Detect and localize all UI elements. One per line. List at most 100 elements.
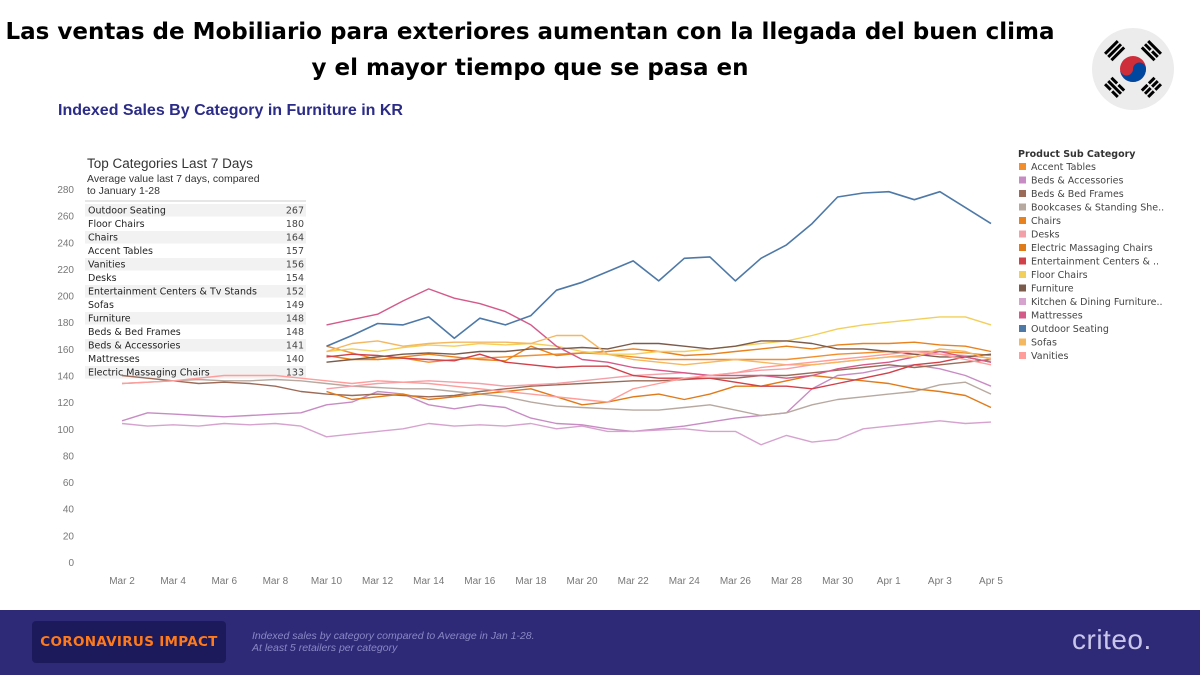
inset-row-label: Chairs xyxy=(88,233,118,244)
legend-swatch xyxy=(1019,298,1026,305)
inset-row-label: Accent Tables xyxy=(88,246,153,257)
inset-note-line: to January 1-28 xyxy=(87,185,160,197)
south-korea-flag-icon xyxy=(1092,28,1174,110)
headline: Las ventas de Mobiliario para exteriores… xyxy=(0,14,1060,86)
x-tick-label: Mar 18 xyxy=(515,576,547,587)
y-tick-label: 200 xyxy=(57,292,74,303)
inset-row-label: Floor Chairs xyxy=(88,219,145,230)
y-tick-label: 260 xyxy=(57,212,74,223)
x-tick-label: Apr 3 xyxy=(928,576,952,587)
inset-row-value: 267 xyxy=(286,206,304,217)
inset-row-bg xyxy=(85,244,306,257)
series-line xyxy=(326,340,992,363)
inset-row-bg xyxy=(85,231,306,244)
series-line xyxy=(326,316,992,355)
footer: CORONAVIRUS IMPACT Indexed sales by cate… xyxy=(0,610,1200,675)
y-tick-label: 40 xyxy=(63,505,75,516)
x-tick-label: Mar 14 xyxy=(413,576,445,587)
footer-note: Indexed sales by category compared to Av… xyxy=(252,630,535,654)
legend-swatch xyxy=(1019,352,1026,359)
y-tick-label: 60 xyxy=(63,478,75,489)
y-tick-label: 160 xyxy=(57,345,74,356)
series-line xyxy=(121,358,992,398)
legend-label: Vanities xyxy=(1031,351,1068,362)
inset-row-bg xyxy=(85,217,306,230)
legend-swatch xyxy=(1019,217,1026,224)
x-tick-label: Mar 28 xyxy=(771,576,803,587)
inset-row-value: 148 xyxy=(286,314,304,325)
inset-row-label: Furniture xyxy=(88,314,131,325)
legend-swatch xyxy=(1019,190,1026,197)
y-tick-label: 220 xyxy=(57,265,74,276)
legend-label: Desks xyxy=(1031,230,1060,241)
x-tick-label: Mar 24 xyxy=(669,576,701,587)
x-tick-label: Mar 12 xyxy=(362,576,394,587)
x-tick-label: Mar 20 xyxy=(566,576,598,587)
y-tick-label: 100 xyxy=(57,425,74,436)
inset-row-label: Beds & Accessories xyxy=(88,341,181,352)
y-tick-label: 0 xyxy=(68,558,74,569)
x-tick-label: Mar 6 xyxy=(211,576,237,587)
legend-swatch xyxy=(1019,244,1026,251)
x-tick-label: Mar 10 xyxy=(311,576,343,587)
inset-row-value: 180 xyxy=(286,219,304,230)
legend-label: Chairs xyxy=(1031,216,1061,227)
inset-row-value: 141 xyxy=(286,341,304,352)
series-line xyxy=(121,350,992,403)
legend-swatch xyxy=(1019,284,1026,292)
inset-row-value: 148 xyxy=(286,327,304,338)
inset-row-label: Outdoor Seating xyxy=(88,206,166,217)
inset-row-bg xyxy=(85,285,306,298)
inset-row-label: Beds & Bed Frames xyxy=(88,327,181,338)
inset-row-bg xyxy=(85,325,306,338)
inset-note-line: Average value last 7 days, compared xyxy=(87,173,260,185)
inset-row-bg xyxy=(85,258,306,271)
inset-row-value: 154 xyxy=(286,273,304,284)
x-tick-label: Mar 16 xyxy=(464,576,496,587)
y-tick-label: 20 xyxy=(63,531,75,542)
legend-label: Electric Massaging Chairs xyxy=(1031,243,1153,254)
series-line xyxy=(326,345,992,363)
inset-row-value: 156 xyxy=(286,260,304,271)
footer-note-line-2: At least 5 retailers per category xyxy=(252,642,398,654)
y-tick-label: 120 xyxy=(57,398,74,409)
headline-line-2: y el mayor tiempo que se pasa en xyxy=(311,55,749,81)
legend-label: Entertainment Centers & .. xyxy=(1031,257,1159,268)
legend-label: Beds & Accessories xyxy=(1031,176,1124,187)
legend-label: Beds & Bed Frames xyxy=(1031,189,1124,200)
series-line xyxy=(326,353,992,390)
x-tick-label: Mar 26 xyxy=(720,576,752,587)
legend-title: Product Sub Category xyxy=(1018,149,1136,160)
legend-label: Accent Tables xyxy=(1031,162,1096,173)
y-tick-label: 140 xyxy=(57,372,74,383)
inset-row-value: 133 xyxy=(286,368,304,379)
legend-label: Mattresses xyxy=(1031,311,1083,322)
legend-swatch xyxy=(1019,338,1026,346)
legend-swatch xyxy=(1019,163,1026,170)
legend-swatch xyxy=(1019,257,1026,265)
legend-swatch xyxy=(1019,203,1026,211)
inset-row-label: Mattresses xyxy=(88,354,140,365)
series-line xyxy=(121,364,992,433)
chart-subtitle: Indexed Sales By Category in Furniture i… xyxy=(58,102,403,119)
inset-row-label: Sofas xyxy=(88,300,114,311)
series-line xyxy=(326,334,992,366)
inset-row-bg xyxy=(85,204,306,217)
legend-label: Bookcases & Standing She.. xyxy=(1031,203,1164,214)
legend-label: Furniture xyxy=(1031,284,1074,295)
inset-title: Top Categories Last 7 Days xyxy=(87,156,253,171)
series-line xyxy=(121,378,992,417)
inset-row-value: 140 xyxy=(286,354,304,365)
legend-label: Outdoor Seating xyxy=(1031,324,1109,335)
x-tick-label: Mar 2 xyxy=(109,576,135,587)
inset-row-value: 149 xyxy=(286,300,304,311)
legend-label: Floor Chairs xyxy=(1031,270,1088,281)
legend-swatch xyxy=(1019,271,1026,278)
x-tick-label: Mar 22 xyxy=(618,576,650,587)
y-tick-label: 80 xyxy=(63,451,75,462)
inset-row-value: 164 xyxy=(286,233,304,244)
y-tick-label: 240 xyxy=(57,238,74,249)
legend-label: Kitchen & Dining Furniture.. xyxy=(1031,297,1163,308)
legend-swatch xyxy=(1019,230,1026,238)
x-tick-label: Mar 4 xyxy=(160,576,186,587)
